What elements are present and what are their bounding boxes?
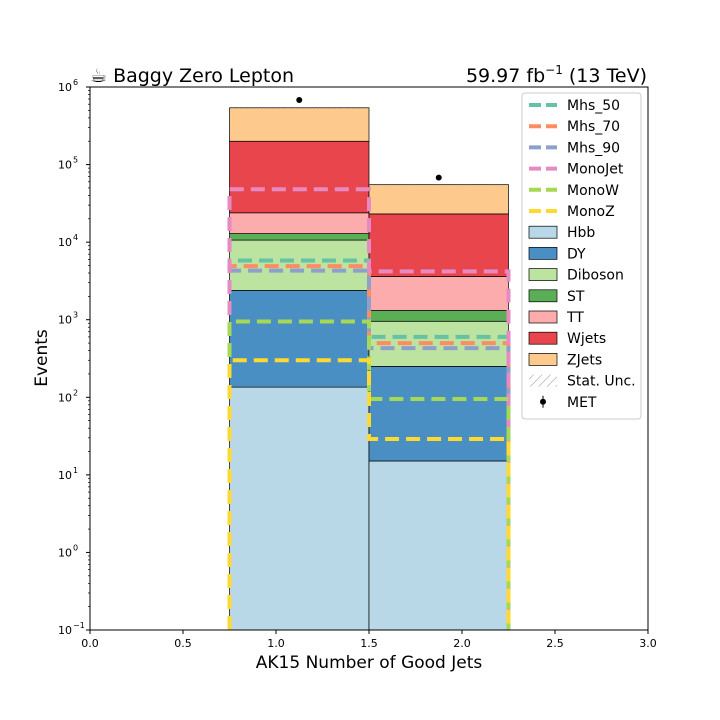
- legend-label-monojet: MonoJet: [567, 162, 624, 178]
- stack-bar-dy-bin-2: [368, 366, 509, 462]
- signal-lines: [227, 187, 511, 630]
- y-tick-label-8: 10: [58, 81, 72, 94]
- x-tick-label-2: 0.5: [174, 637, 192, 650]
- legend-label-mhs-70: Mhs_70: [567, 119, 620, 135]
- legend-label-wjets: Wjets: [567, 331, 606, 347]
- y-tick-label-7: 10: [58, 159, 72, 172]
- energy-label: (13 TeV): [563, 65, 647, 87]
- legend-swatch-diboson: [528, 268, 558, 281]
- stack-bar-tt-bin-2: [368, 276, 509, 311]
- y-tick-exponent-1: −1: [73, 621, 85, 630]
- legend-swatch-hbb: [528, 225, 558, 239]
- stack-bar-dy-bin-1: [229, 290, 370, 388]
- legend-label-stat-unc: Stat. Unc.: [567, 374, 636, 390]
- y-tick-exponent-2: 0: [73, 543, 78, 552]
- y-tick-exponent-5: 3: [73, 311, 78, 320]
- legend-swatch-met-marker: [540, 398, 546, 405]
- stack-bar-hbb-bin-2: [368, 460, 509, 631]
- x-tick-label-5: 2.0: [453, 637, 471, 650]
- y-tick-label-6: 10: [58, 236, 72, 249]
- data-points: [296, 96, 442, 181]
- y-tick-label-4: 10: [58, 391, 72, 404]
- legend-label-hbb: Hbb: [567, 225, 595, 241]
- legend-label-dy: DY: [567, 246, 586, 262]
- y-tick-label-2: 10: [58, 546, 72, 559]
- y-axis-label: Events: [32, 329, 52, 387]
- legend-label-st: ST: [567, 289, 585, 305]
- legend-label-tt: TT: [566, 310, 584, 326]
- data-point-2: [435, 174, 442, 181]
- x-axis: 0.0 0.5 1.0 1.5 2.0 2.5 3.0: [81, 630, 657, 650]
- stack-bar-hbb-bin-1: [229, 386, 370, 631]
- legend-swatch-st: [528, 289, 558, 303]
- legend-label-mhs-50: Mhs_50: [567, 98, 620, 114]
- legend-swatch-zjets: [528, 353, 558, 366]
- chart-title-left: ☕ Baggy Zero Lepton: [90, 65, 294, 87]
- luminosity-value: 59.97 fb: [466, 65, 545, 87]
- x-tick-label-4: 1.5: [360, 637, 378, 650]
- legend-label-met: MET: [567, 395, 597, 411]
- y-tick-exponent-3: 1: [73, 466, 78, 475]
- signal-line-monojet: [227, 187, 511, 630]
- legend-swatch-stat-unc: [529, 374, 557, 387]
- x-axis-label: AK15 Number of Good Jets: [256, 653, 483, 673]
- y-tick-exponent-6: 4: [73, 233, 78, 242]
- legend: Mhs_50 Mhs_70 Mhs_90 MonoJet MonoW MonoZ Hbb DY…: [521, 92, 642, 420]
- data-point-1: [296, 96, 303, 103]
- background-stack: [229, 107, 509, 631]
- stat-uncertainty-band: [229, 107, 509, 186]
- stack-bar-zjets-bin-2: [368, 184, 509, 215]
- x-tick-label-7: 3.0: [639, 637, 657, 650]
- y-tick-exponent-7: 5: [73, 156, 78, 165]
- y-tick-label-1: 10: [58, 624, 72, 637]
- stack-bar-st-bin-1: [229, 233, 370, 241]
- y-tick-label-3: 10: [58, 469, 72, 482]
- legend-swatch-dy: [528, 247, 558, 260]
- legend-label-zjets: ZJets: [567, 352, 602, 368]
- x-tick-label-1: 0.0: [81, 637, 99, 650]
- legend-swatch-wjets: [528, 331, 558, 345]
- legend-label-monow: MonoW: [567, 183, 619, 199]
- y-tick-exponent-8: 6: [73, 78, 78, 87]
- stack-bar-wjets-bin-2: [368, 213, 509, 277]
- y-tick-exponent-4: 2: [73, 388, 78, 397]
- signal-line-monoz: [227, 358, 511, 630]
- stack-bar-tt-bin-1: [229, 212, 370, 234]
- luminosity-exponent: −1: [545, 63, 563, 77]
- x-tick-label-3: 1.0: [267, 637, 285, 650]
- legend-label-diboson: Diboson: [567, 268, 624, 284]
- y-tick-label-5: 10: [58, 314, 72, 327]
- x-tick-label-6: 2.5: [546, 637, 564, 650]
- stack-bar-wjets-bin-1: [229, 140, 370, 214]
- stack-bar-st-bin-2: [368, 310, 509, 322]
- legend-label-monoz: MonoZ: [567, 204, 615, 220]
- chart-title-right: 59.97 fb−1 (13 TeV): [466, 63, 647, 87]
- legend-swatch-tt: [528, 310, 558, 324]
- legend-label-mhs-90: Mhs_90: [567, 140, 620, 156]
- stack-bar-zjets-bin-1: [229, 107, 370, 142]
